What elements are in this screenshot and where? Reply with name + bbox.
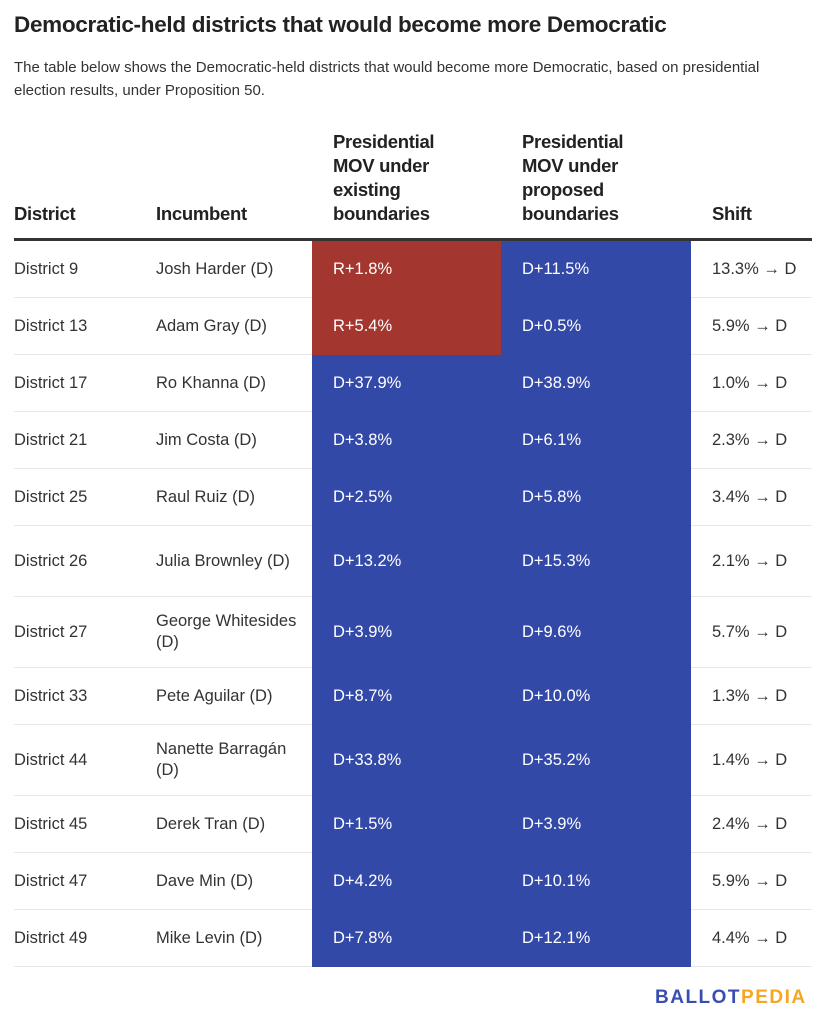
table-row: District 33 Pete Aguilar (D) D+8.7% D+10.0%…	[14, 667, 812, 725]
incumbent-cell: Pete Aguilar (D)	[156, 667, 312, 725]
incumbent-cell: Mike Levin (D)	[156, 909, 312, 967]
proposed-mov-cell: D+10.0%	[501, 667, 691, 725]
shift-cell: 2.4% → D	[691, 795, 812, 853]
ballotpedia-logo: BALLOTPEDIA	[655, 987, 807, 1009]
existing-mov-cell: D+8.7%	[312, 667, 501, 725]
districts-table: District Incumbent Presidential MOV unde…	[14, 130, 812, 967]
incumbent-cell: Raul Ruiz (D)	[156, 468, 312, 526]
incumbent-cell: Josh Harder (D)	[156, 239, 312, 298]
shift-cell: 5.9% → D	[691, 852, 812, 910]
incumbent-cell: Dave Min (D)	[156, 852, 312, 910]
district-cell: District 44	[14, 724, 156, 796]
proposed-mov-cell: D+9.6%	[501, 596, 691, 668]
district-cell: District 17	[14, 354, 156, 412]
district-cell: District 13	[14, 297, 156, 355]
table-row: District 13 Adam Gray (D) R+5.4% D+0.5% 5.9%…	[14, 297, 812, 355]
existing-mov-cell: D+13.2%	[312, 525, 501, 597]
existing-mov-cell: D+37.9%	[312, 354, 501, 412]
incumbent-cell: Derek Tran (D)	[156, 795, 312, 853]
incumbent-cell: George Whitesides (D)	[156, 596, 312, 668]
table-row: District 9 Josh Harder (D) R+1.8% D+11.5% 13…	[14, 239, 812, 298]
existing-mov-cell: D+3.8%	[312, 411, 501, 469]
proposed-mov-cell: D+35.2%	[501, 724, 691, 796]
incumbent-cell: Nanette Barragán (D)	[156, 724, 312, 796]
header-district: District	[14, 130, 156, 241]
table-row: District 25 Raul Ruiz (D) D+2.5% D+5.8% 3.4%…	[14, 468, 812, 526]
proposed-mov-cell: D+11.5%	[501, 239, 691, 298]
page-title: Democratic-held districts that would bec…	[14, 12, 667, 37]
table-row: District 44 Nanette Barragán (D) D+33.8% D+…	[14, 724, 812, 796]
page-subtitle: The table below shows the Democratic-hel…	[14, 59, 760, 99]
proposed-mov-cell: D+12.1%	[501, 909, 691, 967]
header-incumbent: Incumbent	[156, 130, 312, 241]
proposed-mov-cell: D+15.3%	[501, 525, 691, 597]
existing-mov-cell: D+3.9%	[312, 596, 501, 668]
table-row: District 17 Ro Khanna (D) D+37.9% D+38.9% 1.…	[14, 354, 812, 412]
shift-cell: 1.0% → D	[691, 354, 812, 412]
district-cell: District 9	[14, 239, 156, 298]
existing-mov-cell: D+7.8%	[312, 909, 501, 967]
existing-mov-cell: D+4.2%	[312, 852, 501, 910]
existing-mov-cell: R+5.4%	[312, 297, 501, 355]
proposed-mov-cell: D+5.8%	[501, 468, 691, 526]
existing-mov-cell: R+1.8%	[312, 239, 501, 298]
district-cell: District 27	[14, 596, 156, 668]
header-existing-mov: Presidential MOV under existing boundari…	[312, 130, 501, 241]
table-row: District 26 Julia Brownley (D) D+13.2% D+15…	[14, 525, 812, 597]
district-cell: District 33	[14, 667, 156, 725]
shift-cell: 3.4% → D	[691, 468, 812, 526]
shift-cell: 5.9% → D	[691, 297, 812, 355]
table-row: District 21 Jim Costa (D) D+3.8% D+6.1% 2.3%…	[14, 411, 812, 469]
proposed-mov-cell: D+3.9%	[501, 795, 691, 853]
shift-cell: 4.4% → D	[691, 909, 812, 967]
table-row: District 27 George Whitesides (D) D+3.9% D+…	[14, 596, 812, 668]
shift-cell: 1.3% → D	[691, 667, 812, 725]
district-cell: District 21	[14, 411, 156, 469]
district-cell: District 47	[14, 852, 156, 910]
header-shift: Shift	[691, 130, 812, 241]
district-cell: District 49	[14, 909, 156, 967]
header-proposed-mov: Presidential MOV under proposed boundari…	[501, 130, 691, 241]
proposed-mov-cell: D+10.1%	[501, 852, 691, 910]
incumbent-cell: Julia Brownley (D)	[156, 525, 312, 597]
district-cell: District 25	[14, 468, 156, 526]
shift-cell: 5.7% → D	[691, 596, 812, 668]
shift-cell: 13.3% → D	[691, 239, 812, 298]
existing-mov-cell: D+2.5%	[312, 468, 501, 526]
table-header-row: District Incumbent Presidential MOV unde…	[14, 130, 812, 241]
shift-cell: 1.4% → D	[691, 724, 812, 796]
proposed-mov-cell: D+38.9%	[501, 354, 691, 412]
existing-mov-cell: D+33.8%	[312, 724, 501, 796]
existing-mov-cell: D+1.5%	[312, 795, 501, 853]
district-cell: District 26	[14, 525, 156, 597]
logo-pedia: PEDIA	[741, 987, 807, 1008]
logo-ballot: BALLOT	[655, 987, 742, 1008]
incumbent-cell: Ro Khanna (D)	[156, 354, 312, 412]
shift-cell: 2.3% → D	[691, 411, 812, 469]
table-row: District 49 Mike Levin (D) D+7.8% D+12.1% 4.…	[14, 909, 812, 967]
shift-cell: 2.1% → D	[691, 525, 812, 597]
proposed-mov-cell: D+6.1%	[501, 411, 691, 469]
incumbent-cell: Jim Costa (D)	[156, 411, 312, 469]
proposed-mov-cell: D+0.5%	[501, 297, 691, 355]
incumbent-cell: Adam Gray (D)	[156, 297, 312, 355]
table-row: District 47 Dave Min (D) D+4.2% D+10.1% 5.9%…	[14, 852, 812, 910]
table-row: District 45 Derek Tran (D) D+1.5% D+3.9% 2.4…	[14, 795, 812, 853]
district-cell: District 45	[14, 795, 156, 853]
